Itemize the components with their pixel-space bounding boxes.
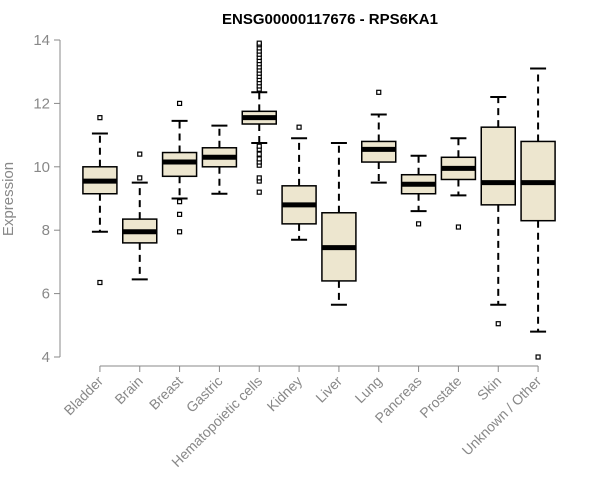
- outlier-point: [256, 175, 262, 181]
- y-tick-label: 14: [33, 32, 50, 49]
- outlier-point: [137, 175, 143, 181]
- outlier-point: [256, 189, 262, 195]
- outlier-point: [176, 199, 183, 205]
- x-tick-label: Liver: [312, 373, 345, 406]
- box-liver: [321, 142, 357, 306]
- y-tick-label: 6: [42, 286, 50, 303]
- box-brain: [122, 151, 158, 281]
- outlier-point: [376, 89, 382, 95]
- x-tick-label: Brain: [111, 373, 145, 407]
- outlier-point: [256, 143, 262, 149]
- x-tick-label: Prostate: [416, 373, 464, 421]
- chart-title: ENSG00000117676 - RPS6KA1: [222, 11, 438, 28]
- box-lung: [361, 89, 397, 184]
- box-unknown-other: [520, 67, 556, 360]
- x-tick-label: Skin: [474, 373, 505, 404]
- outlier-point: [176, 100, 183, 107]
- outlier-point: [415, 221, 422, 227]
- y-tick-label: 4: [42, 349, 50, 366]
- box-gastric: [201, 124, 238, 195]
- box-skin: [480, 96, 516, 327]
- outlier-point: [296, 124, 302, 130]
- box-series: [82, 40, 556, 360]
- x-tick-label: Bladder: [61, 373, 107, 419]
- box-kidney: [281, 124, 317, 241]
- outlier-point: [495, 321, 501, 327]
- y-tick-label: 12: [33, 95, 50, 112]
- y-tick-label: 8: [42, 222, 50, 239]
- y-tick-label: 10: [33, 159, 50, 176]
- box-hematopoietic-cells: [241, 40, 277, 195]
- outlier-point: [137, 151, 143, 157]
- x-tick-label: Kidney: [264, 373, 306, 415]
- box-iqr: [480, 126, 516, 206]
- outlier-point: [97, 115, 103, 121]
- outlier-point: [97, 279, 103, 286]
- y-axis: 4 6 8 10 12 14: [33, 32, 61, 366]
- outlier-point: [176, 229, 183, 235]
- box-pancreas: [400, 154, 437, 227]
- outlier-point: [535, 354, 541, 360]
- box-breast: [161, 100, 198, 235]
- x-tick-label: Breast: [146, 373, 186, 413]
- outlier-point: [455, 224, 462, 230]
- box-prostate: [440, 137, 477, 230]
- outlier-point: [176, 211, 183, 217]
- outlier-point: [256, 151, 262, 157]
- y-axis-label: Expression: [0, 162, 17, 236]
- outlier-point: [256, 156, 262, 162]
- x-tick-label: Lung: [352, 373, 385, 406]
- box-bladder: [82, 115, 118, 286]
- outlier-point: [256, 40, 262, 46]
